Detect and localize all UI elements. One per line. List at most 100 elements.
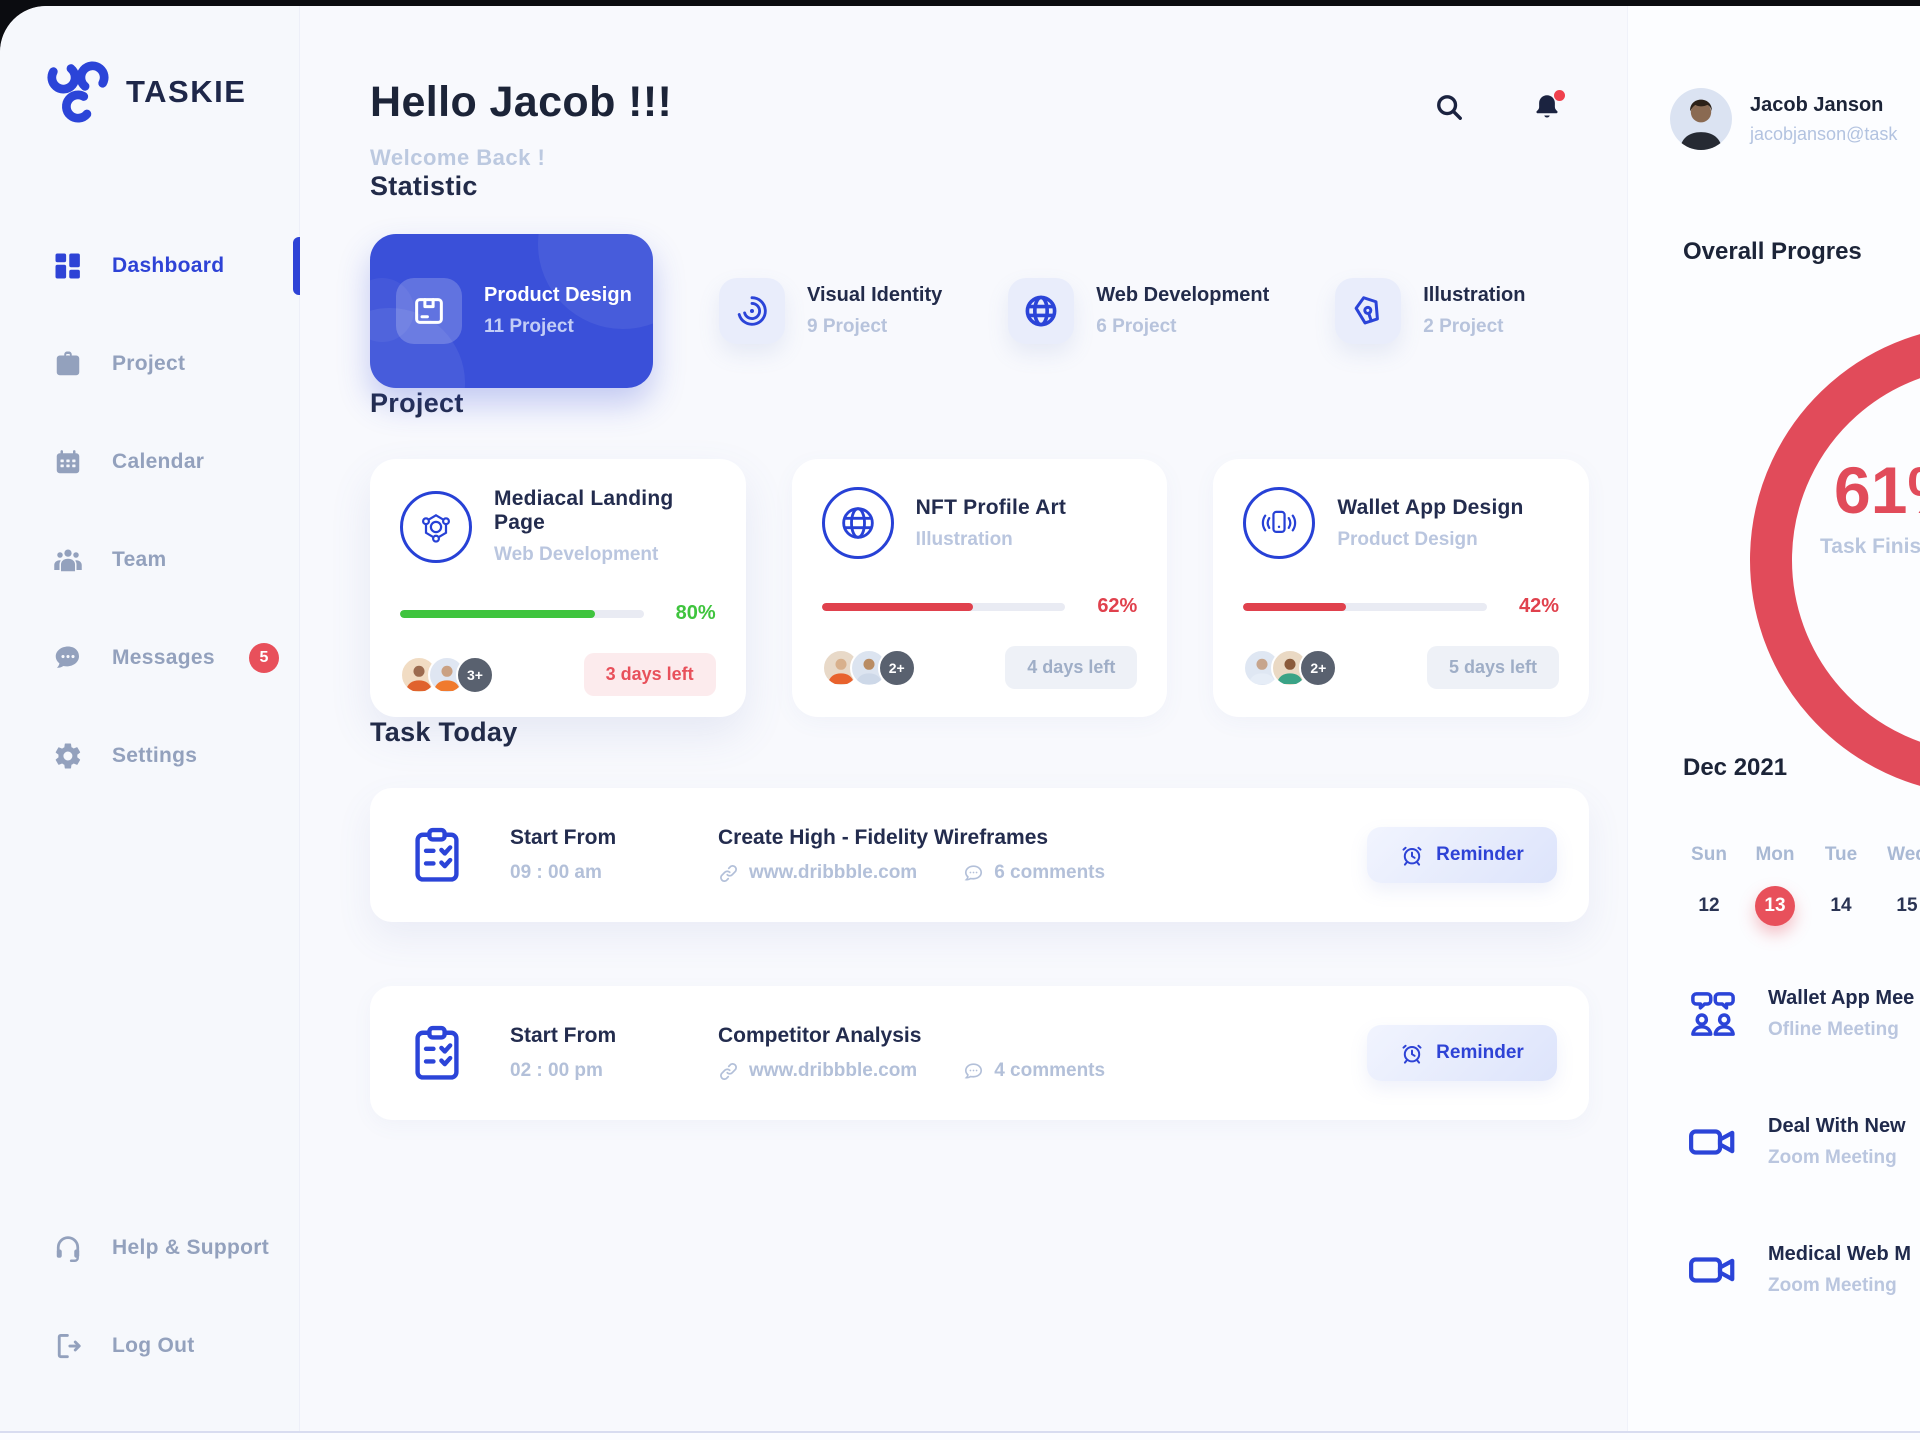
video-icon (1684, 1113, 1742, 1171)
project-category: Illustration (915, 528, 1013, 550)
clipboard-icon (410, 1023, 464, 1083)
stat-count: 2 Project (1423, 316, 1504, 337)
stat-title: Visual Identity (807, 284, 943, 306)
active-indicator (293, 237, 300, 295)
task-time: 09 : 00 am (510, 862, 602, 883)
day-header: Tue (1824, 844, 1858, 865)
reminder-button[interactable]: Reminder (1367, 827, 1557, 883)
stat-title: Web Development (1096, 284, 1270, 306)
progress-caption: Task Finis (1820, 535, 1920, 558)
statistic-heading: Statistic (370, 171, 478, 201)
overall-progress-heading: Overall Progres (1683, 238, 1862, 265)
progress-ring (1750, 325, 1920, 795)
progress-track (1243, 602, 1488, 611)
project-card-wallet-app-design[interactable]: Wallet App Design Product Design 42% 2+ … (1213, 459, 1590, 717)
link-icon (720, 864, 737, 882)
meeting-title: Medical Web M (1768, 1243, 1911, 1265)
project-title: Mediacal Landing Page (494, 487, 674, 534)
sidebar-item-team[interactable]: Team (0, 536, 299, 584)
sidebar-item-label: Team (112, 548, 167, 571)
alarm-icon (1402, 1044, 1422, 1064)
calendar-date[interactable]: 14 (1830, 895, 1852, 916)
project-card-nft-profile-art[interactable]: NFT Profile Art Illustration 62% 2+ 4 da… (791, 459, 1168, 717)
progress-track (821, 602, 1066, 611)
meeting-item[interactable]: Medical Web M Zoom Meeting (1684, 1241, 1911, 1299)
app-logo[interactable]: TASKIE (0, 6, 299, 126)
stat-count: 11 Project (484, 316, 574, 337)
meeting-type: Zoom Meeting (1768, 1147, 1897, 1168)
project-card-mediacal-landing-page[interactable]: Mediacal Landing Page Web Development 80… (370, 459, 746, 717)
stat-card-illustration[interactable]: Illustration 2 Project (1335, 278, 1525, 344)
search-button[interactable] (1433, 92, 1465, 124)
main-content: Hello Jacob !!! Welcome Back ! Statistic (300, 6, 1627, 1440)
task-comments[interactable]: 4 comments (963, 1060, 1105, 1082)
meeting-title: Wallet App Mee (1768, 987, 1915, 1009)
days-left-badge: 5 days left (1426, 646, 1560, 689)
taskie-logo-icon (47, 61, 109, 123)
sidebar-item-calendar[interactable]: Calendar (0, 438, 299, 486)
phone-vibrate-icon (1243, 487, 1316, 559)
globe-icon (1008, 278, 1075, 344)
calendar-date-active[interactable]: 13 (1742, 884, 1808, 928)
calendar-date[interactable]: 12 (1698, 895, 1720, 916)
sidebar: TASKIE Dashboard Project Calendar (0, 6, 300, 1440)
task-row[interactable]: Start From 09 : 00 am Create High - Fide… (370, 788, 1589, 922)
task-comments[interactable]: 6 comments (963, 862, 1105, 884)
meeting-title: Deal With New (1768, 1115, 1906, 1137)
sidebar-item-messages[interactable]: Messages 5 (0, 634, 299, 682)
notifications-button[interactable] (1531, 90, 1565, 124)
day-header: Mon (1755, 844, 1795, 865)
messages-icon (52, 642, 84, 674)
progress-row: 62% (821, 595, 1137, 618)
briefcase-icon (52, 348, 84, 380)
stat-card-web-development[interactable]: Web Development 6 Project (1008, 278, 1269, 344)
page-greeting: Hello Jacob !!! (370, 78, 673, 126)
progress-row: 42% (1243, 595, 1559, 618)
sidebar-item-project[interactable]: Project (0, 340, 299, 388)
sidebar-item-label: Settings (112, 744, 198, 767)
profile-chip[interactable]: Jacob Janson jacobjanson@task (1670, 88, 1897, 150)
pen-nib-icon (1335, 278, 1402, 344)
calendar-dates: 12 13 14 15 (1676, 884, 1920, 928)
project-heading: Project (370, 388, 464, 418)
days-left-badge: 3 days left (583, 653, 716, 696)
avatar-group: 2+ (821, 648, 916, 687)
app-title: TASKIE (126, 74, 247, 109)
stat-card-visual-identity[interactable]: Visual Identity 9 Project (719, 278, 942, 344)
reminder-button[interactable]: Reminder (1367, 1025, 1557, 1081)
sidebar-item-logout[interactable]: Log Out (0, 1322, 299, 1370)
project-category: Product Design (1337, 528, 1478, 550)
progress-value: 42% (1518, 595, 1560, 617)
dashboard-icon (52, 250, 84, 282)
stat-card-product-design[interactable]: Product Design 11 Project (370, 234, 653, 388)
avatar (849, 648, 888, 687)
link-icon (720, 1062, 737, 1080)
calendar-date[interactable]: 15 (1896, 895, 1918, 916)
task-link[interactable]: www.dribbble.com (718, 1060, 917, 1082)
search-icon (1437, 95, 1462, 120)
people-chat-icon (1684, 985, 1742, 1043)
extra-members-badge: 2+ (877, 648, 916, 687)
headset-icon (52, 1232, 84, 1264)
clipboard-icon (410, 825, 464, 885)
comment-icon (964, 864, 983, 880)
progress-track (400, 609, 644, 618)
meeting-item[interactable]: Wallet App Mee Ofline Meeting (1684, 985, 1914, 1043)
swirl-icon (719, 278, 785, 344)
avatar (1670, 88, 1732, 150)
calendar-month: Dec 2021 (1683, 754, 1788, 781)
project-title: Wallet App Design (1337, 495, 1524, 519)
stat-count: 9 Project (807, 316, 888, 337)
sidebar-item-settings[interactable]: Settings (0, 732, 299, 780)
meeting-item[interactable]: Deal With New Zoom Meeting (1684, 1113, 1906, 1171)
task-row[interactable]: Start From 02 : 00 pm Competitor Analysi… (370, 986, 1589, 1120)
sidebar-item-dashboard[interactable]: Dashboard (0, 237, 300, 295)
stat-count: 6 Project (1096, 316, 1177, 337)
sidebar-item-help-support[interactable]: Help & Support (0, 1224, 299, 1272)
stat-title: Product Design (484, 284, 632, 306)
alarm-icon (1402, 846, 1422, 866)
video-icon (1684, 1241, 1742, 1299)
sidebar-item-label: Help & Support (112, 1236, 270, 1259)
task-link[interactable]: www.dribbble.com (718, 862, 917, 884)
extra-members-badge: 2+ (1299, 648, 1338, 687)
